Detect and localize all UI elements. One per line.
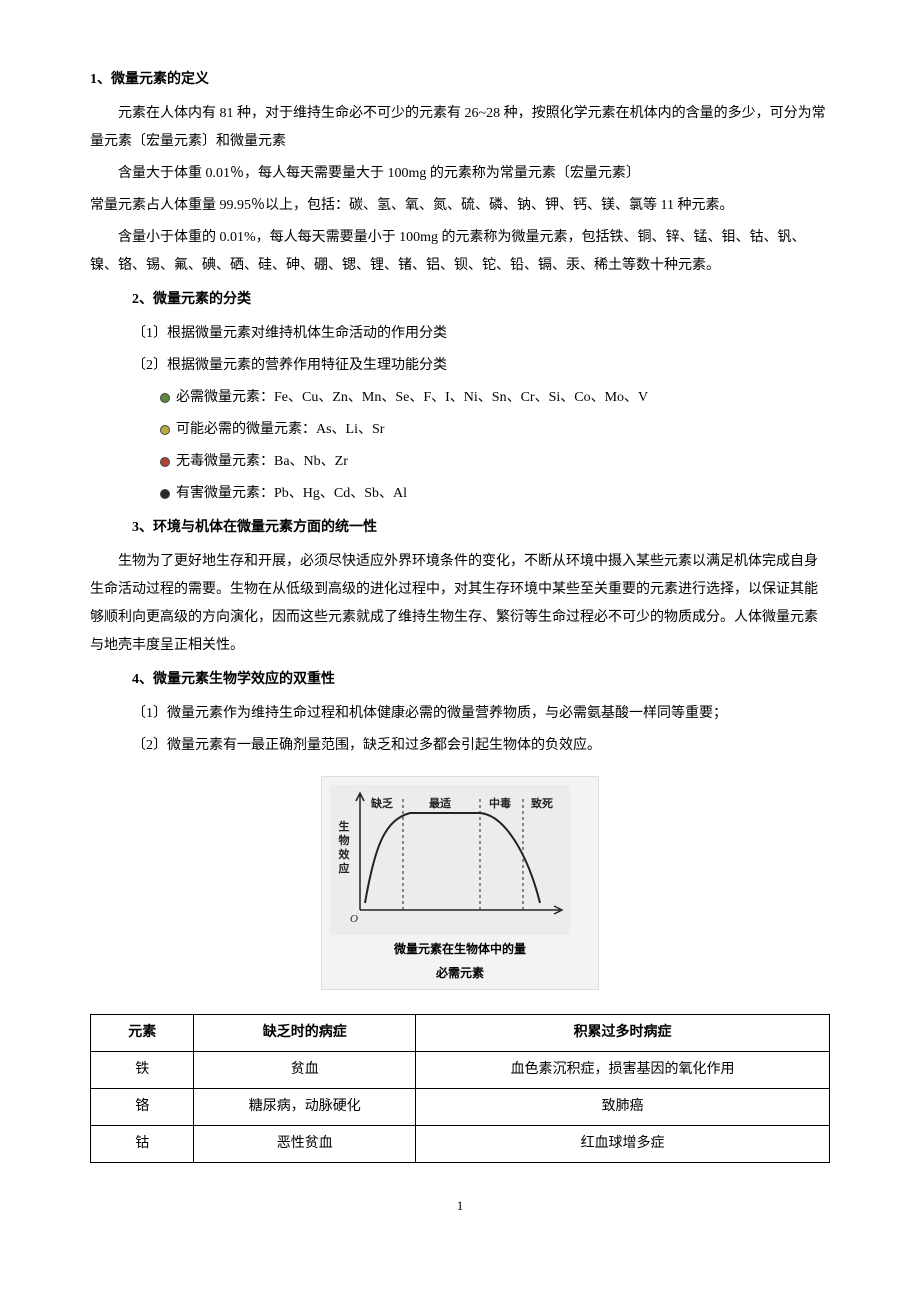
table-row: 铬糖尿病，动脉硬化致肺癌	[91, 1089, 830, 1126]
table-cell: 贫血	[194, 1052, 416, 1089]
table-cell: 致肺癌	[416, 1089, 830, 1126]
section1-p4: 含量小于体重的 0.01%，每人每天需要量小于 100mg 的元素称为微量元素，…	[90, 224, 830, 280]
bullet-dot-icon	[160, 457, 170, 467]
svg-text:缺乏: 缺乏	[370, 796, 393, 810]
section2-item1: 〔1〕根据微量元素对维持机体生命活动的作用分类	[90, 320, 830, 348]
chart-panel: 缺乏 最适 中毒 致死生物效应 O 微量元素在生物体中的量 必需元素	[321, 776, 599, 990]
svg-text:O: O	[350, 913, 358, 925]
bullet-item-1: 可能必需的微量元素：As、Li、Sr	[90, 416, 830, 444]
svg-text:中毒: 中毒	[489, 796, 511, 810]
table-cell: 恶性贫血	[194, 1126, 416, 1163]
svg-text:生: 生	[339, 819, 350, 833]
section1-p1: 元素在人体内有 81 种，对于维持生命必不可少的元素有 26~28 种，按照化学…	[90, 100, 830, 156]
table-header-0: 元素	[91, 1015, 194, 1052]
bullet-item-3: 有害微量元素：Pb、Hg、Cd、Sb、Al	[90, 480, 830, 508]
chart-svg: 缺乏 最适 中毒 致死生物效应 O	[330, 785, 570, 935]
bullet-text: 无毒微量元素：Ba、Nb、Zr	[176, 454, 348, 469]
section4-item1: 〔1〕微量元素作为维持生命过程和机体健康必需的微量营养物质，与必需氨基酸一样同等…	[90, 700, 830, 728]
bullet-item-2: 无毒微量元素：Ba、Nb、Zr	[90, 448, 830, 476]
svg-text:效: 效	[339, 847, 351, 861]
svg-text:应: 应	[339, 861, 350, 875]
symptom-table: 元素缺乏时的病症积累过多时病症 铁贫血血色素沉积症，损害基因的氧化作用铬糖尿病，…	[90, 1014, 830, 1163]
page-number: 1	[90, 1193, 830, 1219]
bullet-text: 可能必需的微量元素：As、Li、Sr	[176, 422, 384, 437]
section3-heading: 3、环境与机体在微量元素方面的统一性	[90, 514, 830, 542]
chart-sublabel: 必需元素	[330, 961, 590, 985]
section4-heading: 4、微量元素生物学效应的双重性	[90, 666, 830, 694]
section3-p1: 生物为了更好地生存和开展，必须尽快适应外界环境条件的变化，不断从环境中摄入某些元…	[90, 548, 830, 660]
svg-text:最适: 最适	[429, 796, 451, 810]
bullet-dot-icon	[160, 489, 170, 499]
table-cell: 红血球增多症	[416, 1126, 830, 1163]
section2-heading: 2、微量元素的分类	[90, 286, 830, 314]
table-header-2: 积累过多时病症	[416, 1015, 830, 1052]
chart-xlabel: 微量元素在生物体中的量	[330, 937, 590, 961]
section2-item2: 〔2〕根据微量元素的营养作用特征及生理功能分类	[90, 352, 830, 380]
dose-response-chart: 缺乏 最适 中毒 致死生物效应 O 微量元素在生物体中的量 必需元素	[90, 776, 830, 990]
table-header-1: 缺乏时的病症	[194, 1015, 416, 1052]
table-row: 铁贫血血色素沉积症，损害基因的氧化作用	[91, 1052, 830, 1089]
section1-heading: 1、微量元素的定义	[90, 66, 830, 94]
table-cell: 糖尿病，动脉硬化	[194, 1089, 416, 1126]
svg-text:物: 物	[339, 833, 350, 847]
table-cell: 血色素沉积症，损害基因的氧化作用	[416, 1052, 830, 1089]
section4-item2: 〔2〕微量元素有一最正确剂量范围，缺乏和过多都会引起生物体的负效应。	[90, 732, 830, 760]
section1-p2: 含量大于体重 0.01％，每人每天需要量大于 100mg 的元素称为常量元素〔宏…	[90, 160, 830, 188]
svg-text:致死: 致死	[531, 796, 553, 810]
table-row: 钴恶性贫血红血球增多症	[91, 1126, 830, 1163]
bullet-dot-icon	[160, 425, 170, 435]
bullet-dot-icon	[160, 393, 170, 403]
table-cell: 铬	[91, 1089, 194, 1126]
table-cell: 钴	[91, 1126, 194, 1163]
bullet-text: 有害微量元素：Pb、Hg、Cd、Sb、Al	[176, 486, 407, 501]
bullet-text: 必需微量元素：Fe、Cu、Zn、Mn、Se、F、I、Ni、Sn、Cr、Si、Co…	[176, 390, 648, 405]
bullet-item-0: 必需微量元素：Fe、Cu、Zn、Mn、Se、F、I、Ni、Sn、Cr、Si、Co…	[90, 384, 830, 412]
section1-p3: 常量元素占人体重量 99.95％以上，包括：碳、氢、氧、氮、硫、磷、钠、钾、钙、…	[90, 192, 830, 220]
table-cell: 铁	[91, 1052, 194, 1089]
